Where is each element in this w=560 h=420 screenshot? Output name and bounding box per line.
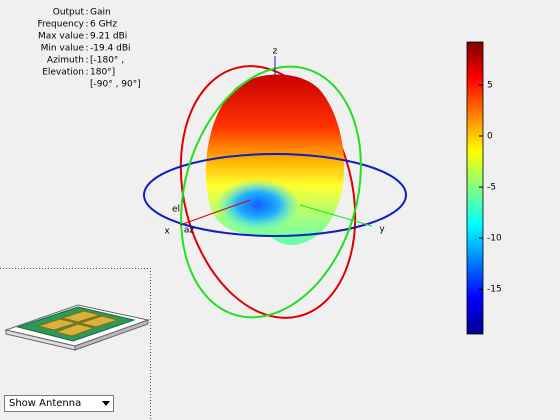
info-extra: [-90° , 90°] [90, 80, 141, 90]
colorbar-tick-label: -15 [487, 285, 502, 295]
antenna [4, 304, 150, 351]
y-axis [299, 204, 373, 227]
colorbar [466, 41, 484, 335]
info-value: 180°] [90, 68, 115, 78]
axis-label: y [379, 225, 385, 235]
axis-label: z [273, 47, 278, 57]
info-label: Frequency [38, 20, 85, 30]
azimuth-cut [143, 153, 407, 237]
info-colon: : [85, 56, 88, 66]
info-label: Elevation [42, 68, 84, 78]
x-axis [179, 199, 251, 226]
info-colon: : [85, 20, 88, 30]
dropdown[interactable]: Show Antenna [4, 395, 114, 412]
green-cut [180, 65, 362, 319]
colorbar-tick-label: -5 [487, 183, 496, 193]
colorbar-tick-label: 5 [487, 80, 493, 90]
info-label: Max value [38, 32, 85, 42]
colorbar-tick-label: -10 [487, 234, 502, 244]
info-value: Gain [90, 8, 111, 18]
info-colon: : [85, 8, 88, 18]
dropdown-label: Show Antenna [9, 398, 82, 409]
info-colon: : [85, 44, 88, 54]
axis-label: el [172, 205, 180, 215]
pattern-low [216, 179, 300, 231]
dropdown-arrow [102, 401, 110, 406]
info-value: -19.4 dBi [90, 44, 131, 54]
colorbar-tick-label: 0 [487, 131, 493, 141]
panel-border [0, 268, 151, 420]
axis-label: az [184, 226, 195, 236]
info-label: Azimuth [47, 56, 84, 66]
info-label: Min value [41, 44, 85, 54]
red-cut [179, 65, 357, 319]
axis-label: x [164, 227, 170, 237]
info-value: [-180° , [90, 56, 124, 66]
info-colon: : [85, 68, 88, 78]
info-value: 6 GHz [90, 20, 117, 30]
info-colon: : [85, 32, 88, 42]
info-label: Output [53, 8, 85, 18]
info-value: 9.21 dBi [90, 32, 127, 42]
